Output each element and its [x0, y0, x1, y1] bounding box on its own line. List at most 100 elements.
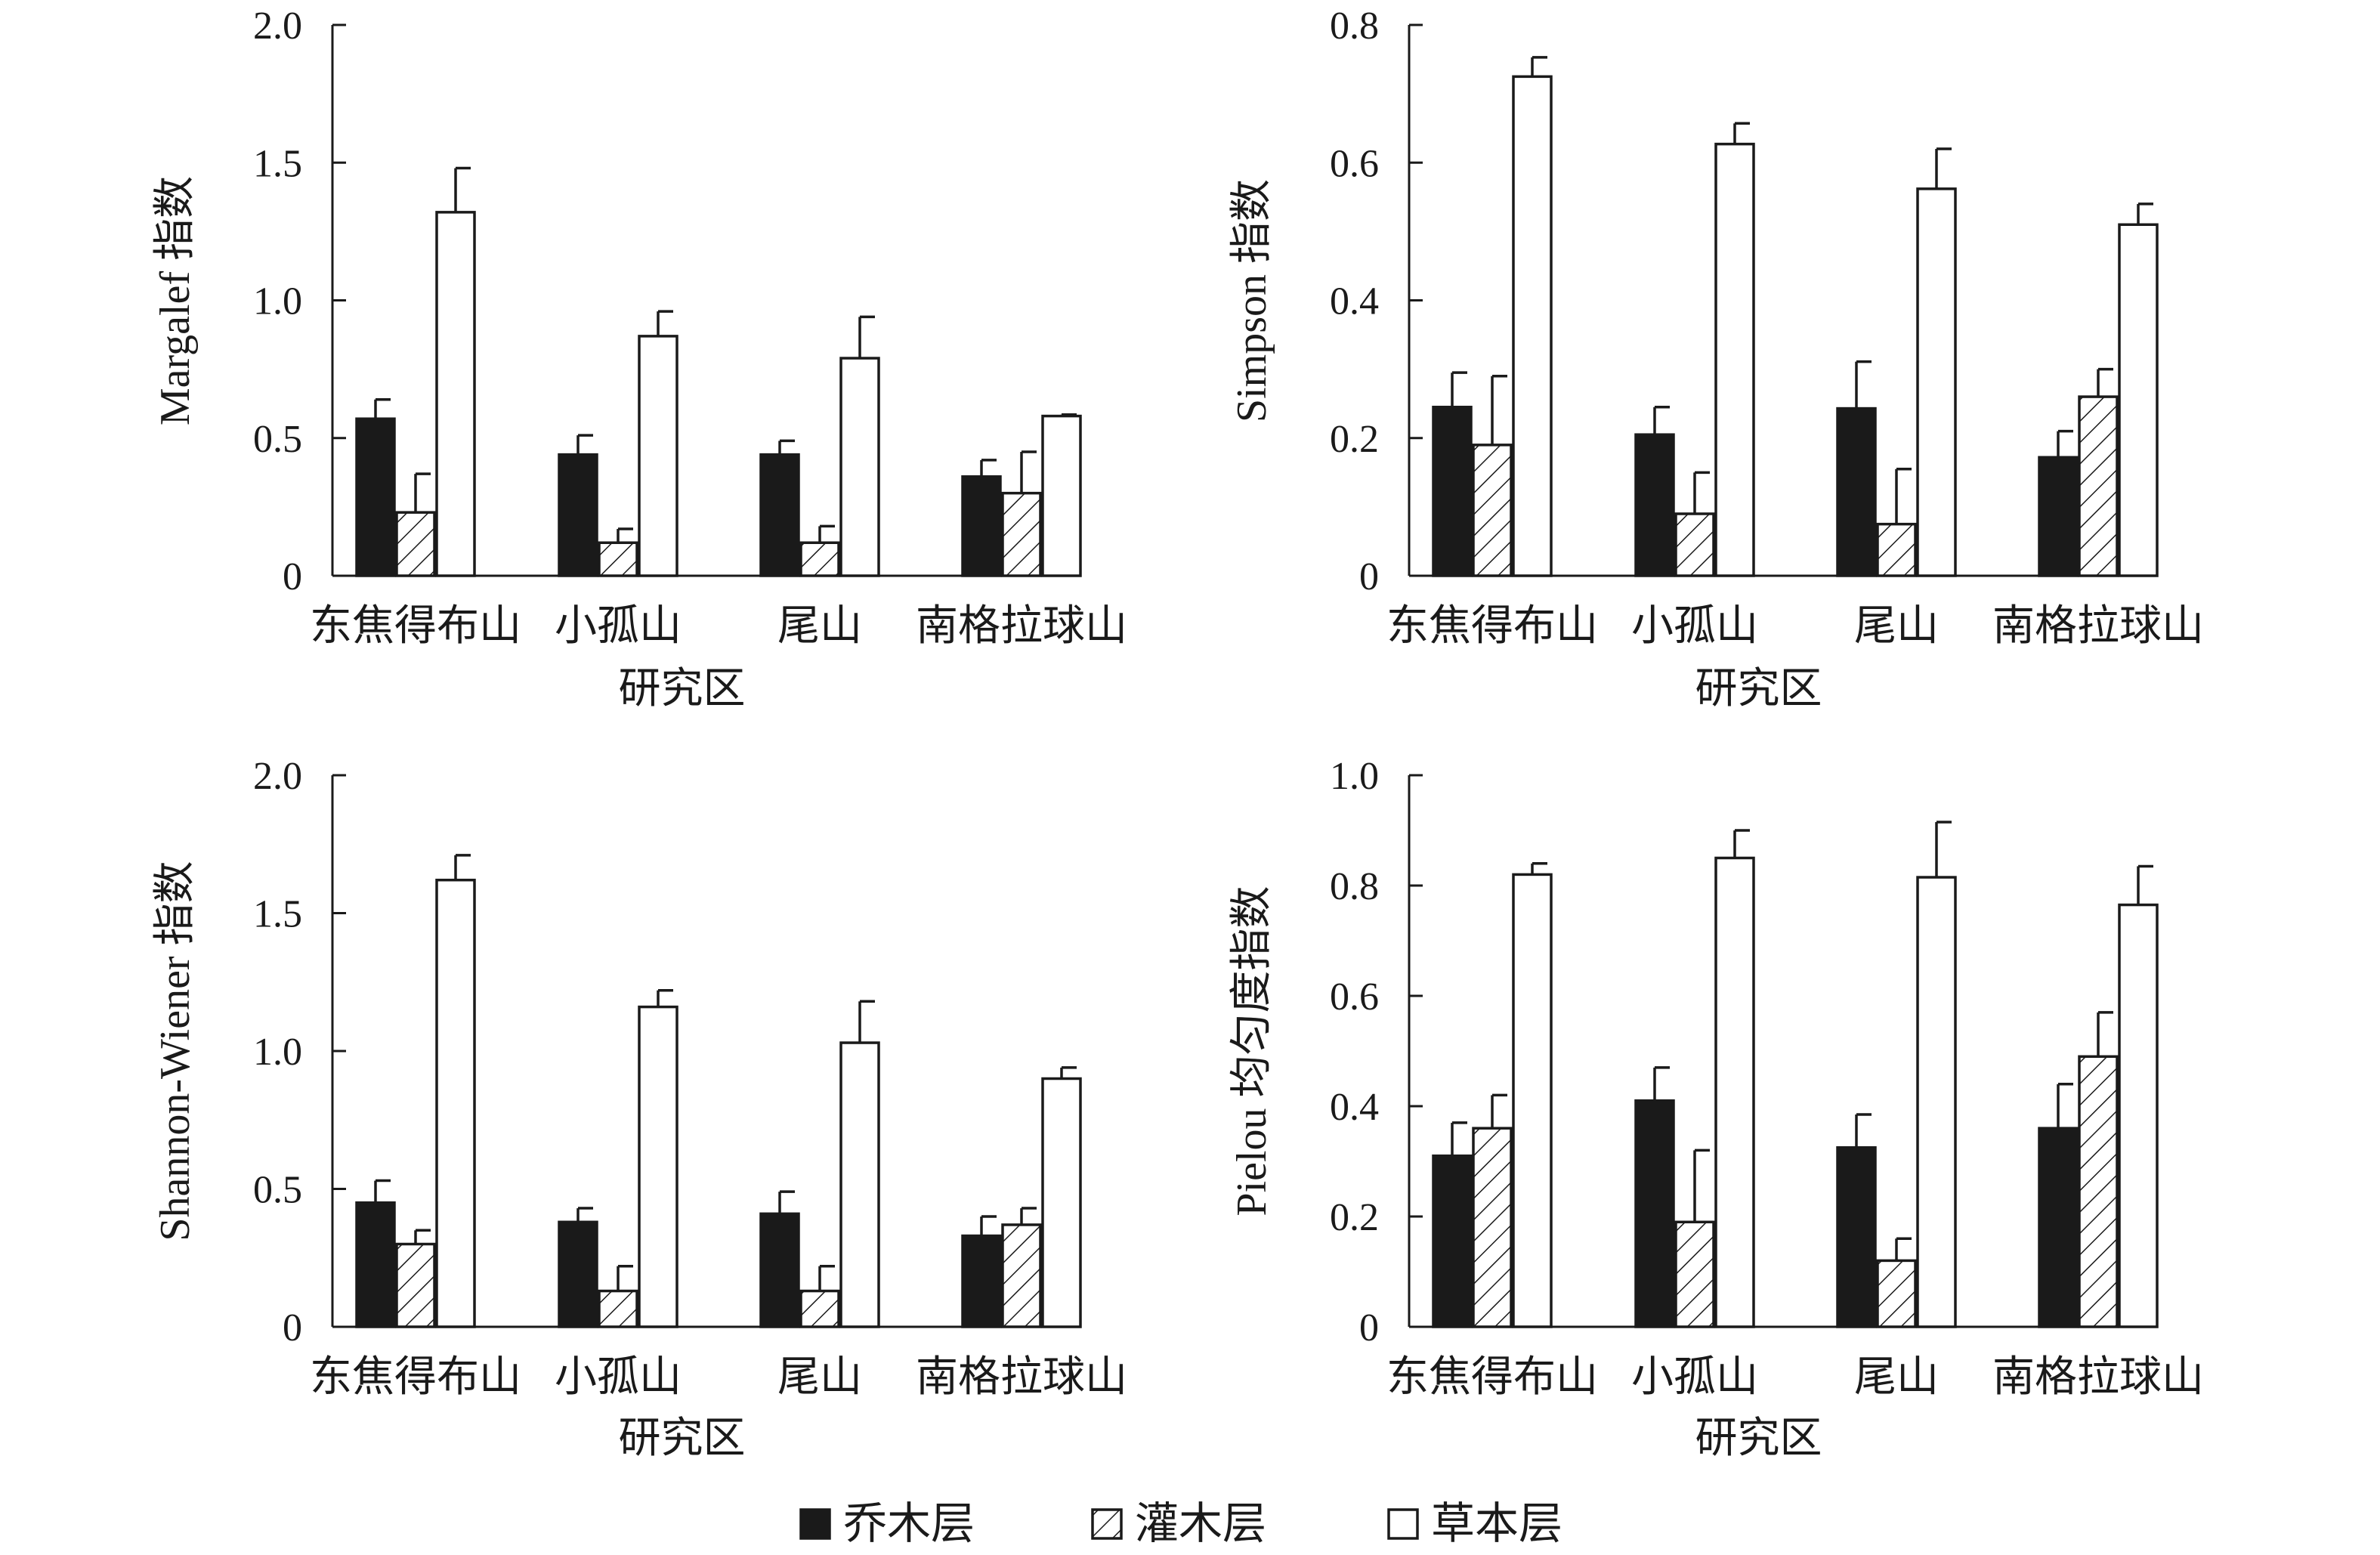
- bar-herb: [435, 211, 476, 577]
- bar-herb: [2118, 903, 2159, 1328]
- bar-shrub: [598, 1289, 638, 1328]
- y-tick-label: 0.4: [1330, 280, 1379, 323]
- bar-herb: [638, 1005, 678, 1328]
- y-tick-label: 1.5: [253, 142, 302, 185]
- bar-shrub: [1674, 512, 1715, 577]
- x-category-label: 小孤山: [1631, 1354, 1758, 1401]
- x-category-label: 小孤山: [555, 603, 682, 650]
- bar-herb: [1714, 856, 1755, 1328]
- x-axis-title: 研究区: [619, 666, 746, 713]
- y-axis-title: Shannon-Wiener 指数: [152, 861, 199, 1241]
- bar-shrub: [1001, 1223, 1042, 1328]
- y-tick-label: 0.2: [1330, 1196, 1379, 1239]
- x-category-label: 南格拉球山: [1992, 603, 2204, 650]
- bar-herb: [638, 335, 678, 577]
- bar-tree: [558, 1220, 598, 1328]
- bar-tree: [1634, 1099, 1675, 1328]
- bar-shrub: [1876, 1259, 1917, 1328]
- y-tick-label: 0.8: [1330, 5, 1379, 48]
- y-tick-label: 1.0: [253, 1031, 302, 1074]
- bar-herb: [1916, 187, 1957, 577]
- bar-shrub: [1876, 522, 1917, 577]
- x-category-label: 小孤山: [1631, 603, 1758, 650]
- y-tick-label: 2.0: [253, 5, 302, 48]
- x-category-label: 东焦得布山: [310, 603, 521, 650]
- y-tick-label: 0.4: [1330, 1086, 1379, 1129]
- y-axis-title: Margalef 指数: [152, 176, 199, 425]
- bar-shrub: [395, 511, 436, 577]
- bar-herb: [1916, 876, 1957, 1328]
- bar-shrub: [799, 1289, 840, 1328]
- bar-tree: [355, 417, 396, 577]
- y-tick-label: 0: [283, 1306, 302, 1349]
- x-category-label: 南格拉球山: [916, 1354, 1127, 1401]
- y-axis-title: Simpson 指数: [1229, 179, 1275, 422]
- bar-tree: [2038, 1127, 2079, 1328]
- bar-herb: [435, 878, 476, 1328]
- bar-shrub: [799, 541, 840, 577]
- bar-tree: [1432, 1154, 1473, 1328]
- bar-tree: [1432, 405, 1473, 577]
- legend-swatch-shrub: [1091, 1508, 1123, 1540]
- x-category-label: 南格拉球山: [916, 603, 1127, 650]
- x-axis-title: 研究区: [619, 1415, 746, 1462]
- x-category-label: 东焦得布山: [1386, 1354, 1598, 1401]
- y-tick-label: 0.5: [253, 418, 302, 461]
- x-category-label: 尾山: [777, 603, 862, 650]
- legend-swatch-tree: [799, 1508, 831, 1540]
- y-tick-label: 1.0: [1330, 755, 1379, 798]
- x-category-label: 尾山: [1854, 603, 1939, 650]
- y-tick-label: 0: [283, 555, 302, 598]
- bar-shrub: [1674, 1220, 1715, 1328]
- legend-label: 乔木层: [843, 1499, 975, 1548]
- bar-tree: [961, 1234, 1002, 1328]
- y-tick-label: 2.0: [253, 755, 302, 798]
- y-tick-label: 0: [1359, 555, 1379, 598]
- bar-tree: [2038, 456, 2079, 577]
- bar-tree: [961, 475, 1002, 577]
- bar-herb: [1512, 75, 1553, 577]
- y-tick-label: 0.5: [253, 1169, 302, 1212]
- bar-herb: [839, 1041, 880, 1328]
- y-tick-label: 0.8: [1330, 865, 1379, 908]
- bar-tree: [558, 453, 598, 577]
- y-tick-label: 0.6: [1330, 142, 1379, 185]
- bar-herb: [1714, 142, 1755, 577]
- y-tick-label: 0.2: [1330, 418, 1379, 461]
- bar-shrub: [598, 541, 638, 577]
- y-tick-label: 0.6: [1330, 975, 1379, 1019]
- x-category-label: 东焦得布山: [310, 1354, 521, 1401]
- bar-shrub: [1472, 1127, 1513, 1328]
- bar-tree: [1836, 407, 1877, 577]
- y-axis-title: Pielou 均匀度指数: [1229, 886, 1275, 1216]
- x-category-label: 东焦得布山: [1386, 603, 1598, 650]
- bar-shrub: [2078, 1055, 2119, 1328]
- x-category-label: 南格拉球山: [1992, 1354, 2204, 1401]
- x-category-label: 尾山: [777, 1354, 862, 1401]
- bar-herb: [1512, 873, 1553, 1328]
- legend-label: 灌木层: [1135, 1499, 1266, 1548]
- bar-tree: [355, 1201, 396, 1328]
- y-tick-label: 0: [1359, 1306, 1379, 1349]
- legend: 乔木层 灌木层 草本层: [799, 1499, 1562, 1548]
- x-axis-title: 研究区: [1695, 666, 1822, 713]
- bar-herb: [1041, 1077, 1082, 1328]
- bar-herb: [2118, 223, 2159, 577]
- bar-shrub: [1472, 444, 1513, 577]
- bar-herb: [839, 357, 880, 577]
- bar-tree: [759, 1212, 800, 1328]
- bar-shrub: [2078, 395, 2119, 577]
- legend-label: 草本层: [1431, 1499, 1562, 1548]
- x-axis-title: 研究区: [1695, 1415, 1822, 1462]
- legend-swatch-herb: [1387, 1508, 1419, 1540]
- y-tick-label: 1.0: [253, 280, 302, 323]
- bar-shrub: [395, 1242, 436, 1328]
- bar-tree: [759, 453, 800, 577]
- x-category-label: 小孤山: [555, 1354, 682, 1401]
- x-category-label: 尾山: [1854, 1354, 1939, 1401]
